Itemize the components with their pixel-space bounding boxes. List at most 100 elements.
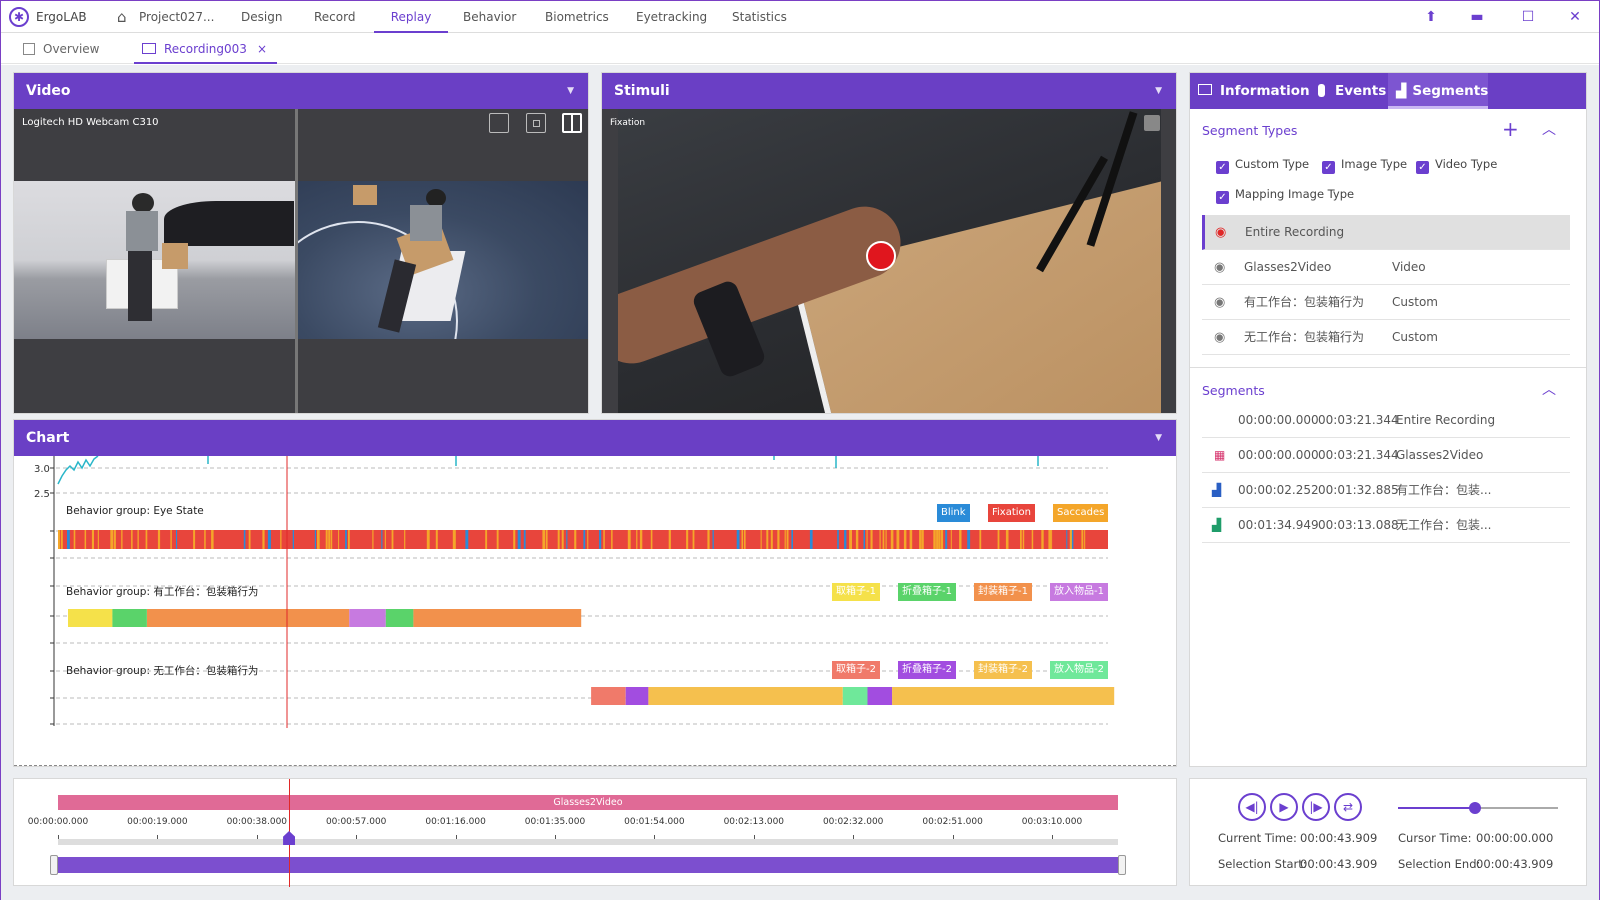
eye-icon[interactable]: ◉ [1214, 260, 1226, 275]
type-video-label: Video Type [1435, 157, 1498, 171]
segment-type-row[interactable]: ◉ Entire Recording [1202, 215, 1570, 250]
monitor-icon [142, 43, 156, 54]
tick-label: 00:02:32.000 [822, 817, 884, 827]
menu-record[interactable]: Record [314, 10, 356, 24]
step-forward-icon[interactable]: |▶ [1302, 793, 1330, 821]
segment-row[interactable]: ▦ 00:00:00.000 00:03:21.344 Glasses2Vide… [1202, 438, 1570, 473]
type-mapping-checkbox[interactable]: ✓ Mapping Image Type [1216, 187, 1354, 204]
menu-replay[interactable]: Replay [374, 1, 448, 33]
legend-item[interactable]: 放入物品-2 [1050, 661, 1108, 679]
eye-state-event [777, 530, 780, 549]
selection-bar[interactable] [58, 857, 1118, 873]
type-video-checkbox[interactable]: ✓ Video Type [1416, 157, 1497, 174]
legend-item[interactable]: Fixation [988, 504, 1036, 522]
tick-label: 00:03:10.000 [1021, 817, 1083, 827]
tab-recording[interactable]: Recording003 × [134, 34, 277, 64]
segment-row[interactable]: ▟ 00:00:02.252 00:01:32.885 有工作台：包装... [1202, 473, 1570, 508]
eye-icon[interactable]: ◉ [1215, 225, 1227, 240]
tab-recording-label: Recording003 [164, 42, 247, 56]
tick-label: 00:00:38.000 [226, 817, 288, 827]
close-icon[interactable]: ✕ [1569, 9, 1581, 25]
legend-item[interactable]: 放入物品-1 [1050, 583, 1108, 601]
segment-name: Entire Recording [1396, 413, 1496, 427]
split-view-icon[interactable] [562, 113, 582, 133]
tick-label: 00:00:19.000 [127, 817, 188, 827]
segment-row[interactable]: 00:00:00.000 00:03:21.344 Entire Recordi… [1202, 403, 1570, 438]
legend-item[interactable]: 取箱子-1 [832, 583, 880, 601]
tab-segments[interactable]: ▟ Segments [1388, 73, 1488, 109]
selection-handle-left[interactable] [50, 855, 58, 875]
minimize-icon[interactable]: ▬ [1470, 9, 1484, 25]
cursor-time-value: 00:00:00.000 [1476, 831, 1554, 845]
eye-state-event [967, 530, 971, 549]
chevron-up-icon[interactable]: ︿ [1542, 122, 1556, 138]
segments-icon: ▟ [1396, 83, 1407, 99]
tab-information[interactable]: Information [1198, 73, 1310, 109]
chevron-down-icon[interactable]: ▼ [1155, 86, 1162, 96]
tab-close-icon[interactable]: × [256, 42, 267, 56]
layer-icon[interactable] [1144, 115, 1160, 131]
step-back-icon[interactable]: ◀| [1238, 793, 1266, 821]
type-image-checkbox[interactable]: ✓ Image Type [1322, 157, 1407, 174]
playhead-knob[interactable] [283, 831, 296, 845]
segment-row[interactable]: ▟ 00:01:34.949 00:03:13.088 无工作台：包装... [1202, 508, 1570, 543]
legend-item[interactable]: Blink [937, 504, 970, 522]
menu-statistics[interactable]: Statistics [732, 10, 787, 24]
tab-overview[interactable]: Overview [23, 34, 131, 64]
legend-item[interactable]: 封装箱子-2 [974, 661, 1032, 679]
eye-icon[interactable]: ◉ [1214, 295, 1226, 310]
volume-knob[interactable] [1468, 802, 1481, 814]
maximize-icon[interactable]: ☐ [1521, 9, 1535, 25]
eye-state-event [513, 530, 516, 549]
menu-biometrics[interactable]: Biometrics [545, 10, 609, 24]
project-name[interactable]: Project027... [139, 10, 215, 24]
segment-type-kind: Custom [1392, 295, 1438, 309]
play-icon[interactable]: ▶ [1270, 793, 1298, 821]
chevron-down-icon[interactable]: ▼ [567, 86, 574, 96]
splitter[interactable] [295, 109, 298, 413]
eye-state-event [627, 530, 631, 549]
eye-state-event [919, 530, 922, 549]
eye-state-event [1081, 530, 1084, 549]
volume-slider[interactable] [1398, 802, 1558, 814]
legend-item[interactable]: 折叠箱子-1 [898, 583, 956, 601]
menu-design[interactable]: Design [241, 10, 283, 24]
add-icon[interactable]: + [1502, 117, 1519, 141]
pip-view-icon[interactable] [526, 113, 546, 133]
menu-eyetracking[interactable]: Eyetracking [636, 10, 708, 24]
segment-start: 00:00:02.252 [1238, 483, 1319, 497]
legend-item[interactable]: 封装箱子-1 [974, 583, 1032, 601]
segment-type-row[interactable]: ◉ Glasses2Video Video [1202, 250, 1570, 285]
eye-state-event [844, 530, 847, 549]
legend-item[interactable]: 折叠箱子-2 [898, 661, 956, 679]
eye-icon[interactable]: ◉ [1214, 330, 1226, 345]
eye-state-event [707, 530, 710, 549]
segment-type-name: 无工作台：包装箱行为 [1244, 330, 1365, 344]
legend-item[interactable]: Saccades [1053, 504, 1109, 522]
segment-track[interactable]: Glasses2Video [58, 795, 1118, 810]
legend-item[interactable]: 取箱子-2 [832, 661, 880, 679]
eye-state-event [204, 530, 206, 549]
segment-type-kind: Video [1392, 260, 1426, 274]
chevron-down-icon[interactable]: ▼ [1155, 433, 1162, 443]
chevron-up-icon[interactable]: ︿ [1542, 382, 1556, 398]
selection-handle-right[interactable] [1118, 855, 1126, 875]
stimuli-video-frame [618, 109, 1161, 413]
eye-state-event [435, 530, 438, 549]
type-custom-checkbox[interactable]: ✓ Custom Type [1216, 157, 1309, 174]
custom-segment-icon: ▟ [1212, 483, 1222, 497]
loop-icon[interactable]: ⇄ [1334, 793, 1362, 821]
home-icon[interactable]: ⌂ [117, 8, 127, 26]
eye-state-event [784, 530, 786, 549]
eye-state-event [933, 530, 936, 549]
upload-icon[interactable]: ⬆ [1425, 9, 1437, 25]
eye-state-event [903, 530, 907, 549]
tab-events[interactable]: Events [1318, 73, 1386, 109]
menu-behavior[interactable]: Behavior [463, 10, 517, 24]
eye-state-event [611, 530, 613, 549]
tab-events-label: Events [1335, 83, 1387, 99]
single-view-icon[interactable] [489, 113, 509, 133]
segment-type-row[interactable]: ◉ 无工作台：包装箱行为 Custom [1202, 320, 1570, 355]
chart-panel-header: Chart ▼ [14, 420, 1176, 456]
segment-type-row[interactable]: ◉ 有工作台：包装箱行为 Custom [1202, 285, 1570, 320]
